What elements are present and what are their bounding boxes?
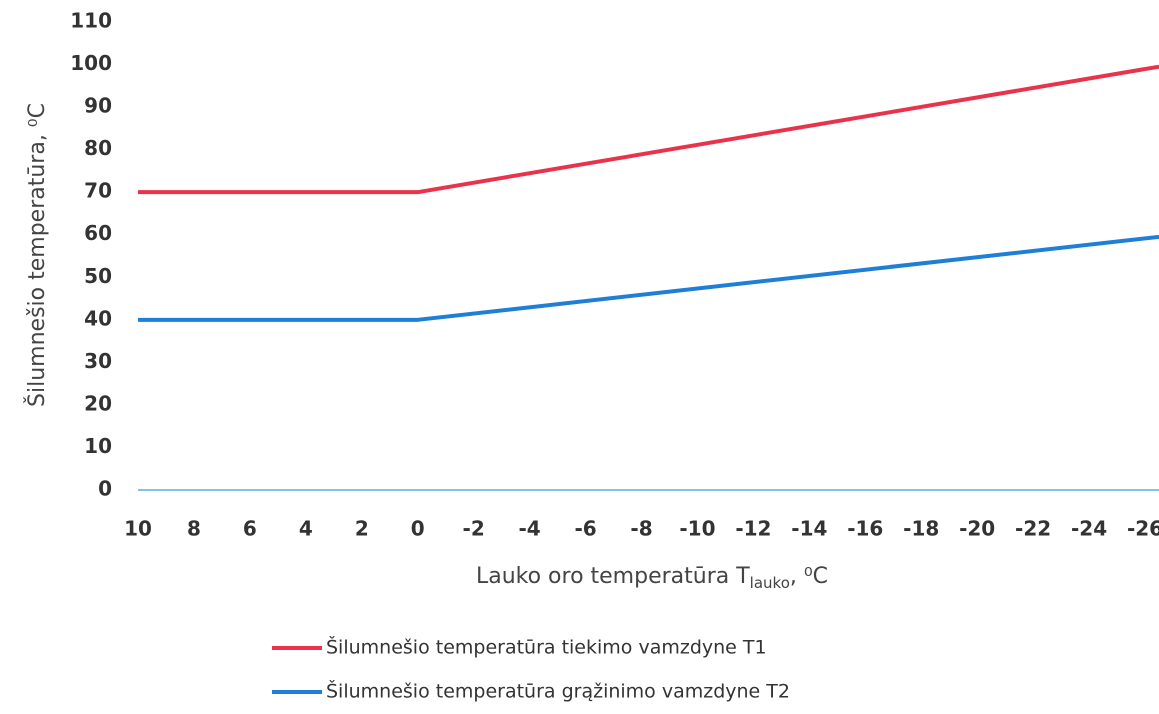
x-tick-label: -12 (735, 517, 771, 541)
x-tick-label: -6 (574, 517, 596, 541)
legend-label: Šilumnešio temperatūra grąžinimo vamzdyn… (326, 679, 790, 703)
x-tick-label: 2 (355, 517, 369, 541)
x-tick-label: -14 (791, 517, 827, 541)
x-tick-label: 4 (299, 517, 313, 541)
x-tick-label: 0 (411, 517, 425, 541)
x-tick-label: 10 (124, 517, 152, 541)
y-tick-label: 90 (84, 94, 112, 118)
y-tick-label: 80 (84, 136, 112, 160)
x-tick-label: -8 (630, 517, 652, 541)
x-tick-label: -4 (519, 517, 541, 541)
x-axis-title-main: Lauko oro temperatūra T (476, 564, 750, 589)
y-tick-label: 70 (84, 179, 112, 203)
x-tick-label: 6 (243, 517, 257, 541)
y-tick-label: 40 (84, 306, 112, 330)
x-tick-label: -22 (1015, 517, 1051, 541)
series-line (138, 64, 1159, 195)
x-tick-label: -18 (903, 517, 939, 541)
y-tick-label: 0 (98, 477, 112, 501)
x-tick-label: -26 (1127, 517, 1159, 541)
series-line (138, 234, 1159, 322)
y-tick-label: 30 (84, 349, 112, 373)
y-tick-label: 60 (84, 221, 112, 245)
x-tick-label: -10 (679, 517, 715, 541)
y-axis-title: Šilumnešio temperatūra, ⁰C (24, 103, 50, 407)
x-tick-label: -24 (1071, 517, 1107, 541)
y-tick-label: 50 (84, 264, 112, 288)
y-tick-label: 100 (70, 51, 112, 75)
y-tick-label: 10 (84, 434, 112, 458)
y-tick-label: 110 (70, 9, 112, 33)
x-axis-title-sub: lauko (750, 574, 790, 592)
x-axis-title: Lauko oro temperatūra Tlauko, ⁰C (476, 564, 828, 592)
legend-label: Šilumnešio temperatūra tiekimo vamzdyne … (326, 635, 767, 659)
y-tick-label: 20 (84, 391, 112, 415)
x-tick-label: -20 (959, 517, 995, 541)
x-axis-title-unit: , ⁰C (790, 564, 828, 589)
x-tick-label: -16 (847, 517, 883, 541)
x-tick-label: 8 (187, 517, 201, 541)
x-tick-label: -2 (463, 517, 485, 541)
